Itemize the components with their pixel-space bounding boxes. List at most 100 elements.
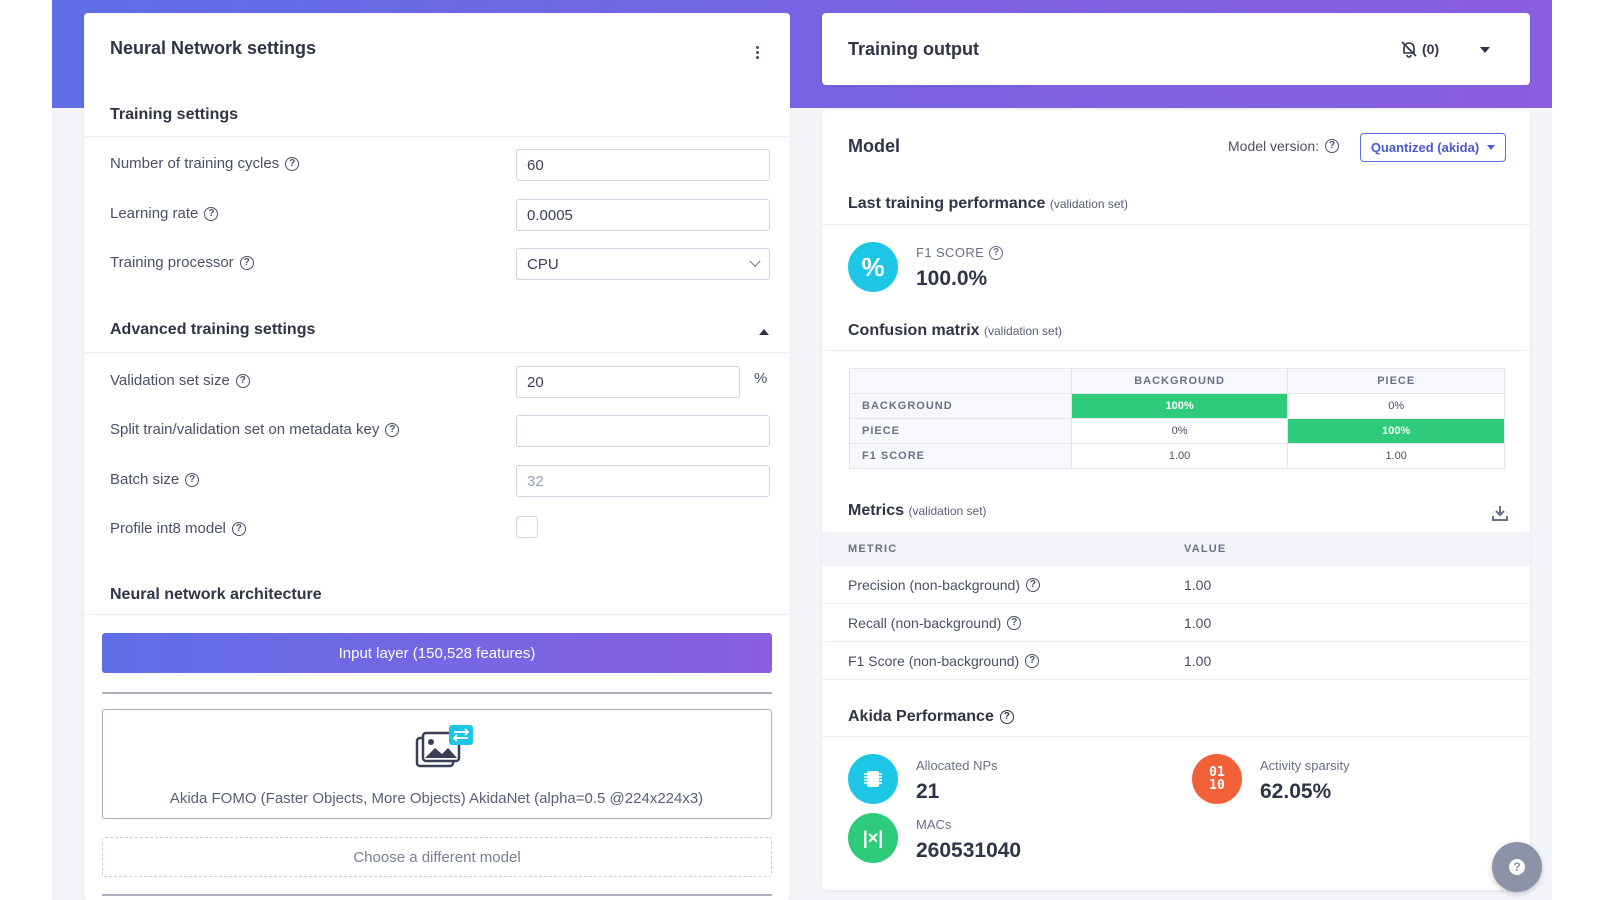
metrics-title-text: Metrics: [848, 502, 905, 519]
percent-icon: %: [848, 242, 898, 292]
training-settings-title: Training settings: [110, 106, 239, 123]
metric-name: F1 Score (non-background) ?: [848, 653, 1040, 669]
matrix-cell: 100%: [1287, 418, 1505, 444]
metric-name-text: Precision (non-background): [848, 577, 1020, 593]
split-metadata-label: Split train/validation set on metadata k…: [110, 421, 400, 438]
help-icon[interactable]: ?: [1025, 654, 1040, 668]
training-cycles-input[interactable]: [516, 149, 770, 181]
column-header: METRIC: [848, 543, 898, 555]
metric-value: 1.00: [1184, 577, 1212, 593]
confusion-matrix-title-text: Confusion matrix: [848, 322, 980, 339]
layer-connector: [102, 692, 772, 694]
help-icon[interactable]: ?: [204, 206, 219, 221]
confusion-matrix-table: BACKGROUND PIECE BACKGROUND 100% 0% PIEC…: [849, 368, 1505, 469]
training-output-card[interactable]: [822, 13, 1530, 85]
akida-performance-title: Akida Performance ?: [848, 708, 1014, 726]
chip-icon: [848, 754, 898, 804]
help-icon[interactable]: ?: [1007, 616, 1022, 630]
training-output-title: Training output: [848, 39, 979, 59]
allocated-nps-label: Allocated NPs: [916, 758, 998, 773]
confusion-matrix-title: Confusion matrix (validation set): [848, 322, 1062, 340]
model-title: Model: [848, 136, 900, 156]
column-header: PIECE: [1287, 368, 1505, 394]
metric-name-text: F1 Score (non-background): [848, 653, 1020, 669]
model-block[interactable]: Akida FOMO (Faster Objects, More Objects…: [102, 709, 772, 819]
help-icon[interactable]: ?: [285, 156, 300, 171]
input-layer-label: Input layer (150,528 features): [338, 644, 536, 662]
binary-icon: 01 10: [1192, 754, 1242, 804]
download-icon[interactable]: [1492, 505, 1508, 521]
divider: [84, 614, 790, 615]
metric-name: Precision (non-background) ?: [848, 577, 1040, 593]
learning-rate-input[interactable]: [516, 199, 770, 231]
divider: [822, 350, 1530, 351]
percent-unit: %: [754, 370, 768, 387]
help-button[interactable]: ?: [1492, 842, 1542, 892]
last-performance-title-text: Last training performance: [848, 195, 1046, 212]
help-icon[interactable]: ?: [989, 245, 1004, 260]
batch-size-input[interactable]: [516, 465, 770, 497]
matrix-cell: 1.00: [1070, 443, 1289, 469]
f1-score-value: 100.0%: [916, 267, 988, 290]
table-row: PIECE 0% 100%: [849, 418, 1505, 444]
card-title: Neural Network settings: [110, 38, 317, 58]
help-icon[interactable]: ?: [231, 521, 246, 536]
help-icon[interactable]: ?: [385, 422, 400, 437]
validation-size-label: Validation set size ?: [110, 372, 250, 389]
validation-set-note: (validation set): [984, 324, 1063, 338]
table-row: Recall (non-background) ? 1.00: [822, 604, 1530, 642]
help-icon[interactable]: ?: [1025, 578, 1040, 592]
split-metadata-label-text: Split train/validation set on metadata k…: [110, 421, 380, 438]
metric-name-text: Recall (non-background): [848, 615, 1002, 631]
activity-sparsity-label: Activity sparsity: [1260, 758, 1350, 773]
help-icon[interactable]: ?: [185, 472, 200, 487]
notification-count: (0): [1422, 41, 1440, 57]
matrix-cell: 0%: [1070, 418, 1289, 444]
profile-int8-label: Profile int8 model ?: [110, 520, 246, 537]
row-header: BACKGROUND: [849, 393, 1072, 419]
divider: [84, 136, 790, 137]
help-icon[interactable]: ?: [235, 373, 250, 388]
row-header: PIECE: [849, 418, 1072, 444]
activity-sparsity-value: 62.05%: [1260, 780, 1332, 803]
validation-size-input[interactable]: [516, 366, 740, 398]
column-header: VALUE: [1184, 543, 1227, 555]
more-options-icon[interactable]: [756, 46, 759, 59]
architecture-title: Neural network architecture: [110, 586, 322, 603]
learning-rate-label-text: Learning rate: [110, 205, 199, 222]
macs-value: 260531040: [916, 839, 1022, 862]
allocated-nps-value: 21: [916, 780, 940, 803]
divider: [84, 352, 790, 353]
metrics-table-header: METRIC VALUE: [822, 532, 1530, 566]
table-row: BACKGROUND 100% 0%: [849, 393, 1505, 419]
help-icon[interactable]: ?: [239, 255, 254, 270]
expand-caret-icon[interactable]: [1480, 47, 1490, 53]
table-row: F1 SCORE 1.00 1.00: [849, 443, 1505, 469]
metric-value: 1.00: [1184, 615, 1212, 631]
divider: [822, 736, 1530, 737]
model-version-select[interactable]: Quantized (akida): [1360, 133, 1506, 162]
multiply-icon: |×|: [848, 813, 898, 863]
metric-name: Recall (non-background) ?: [848, 615, 1022, 631]
collapse-caret-icon[interactable]: [759, 329, 769, 335]
help-icon[interactable]: ?: [999, 710, 1014, 724]
training-processor-label: Training processor ?: [110, 254, 254, 271]
f1-score-caption: F1 SCORE ?: [916, 245, 1004, 260]
column-header: BACKGROUND: [1070, 368, 1289, 394]
image-transfer-icon: [415, 725, 473, 768]
help-icon[interactable]: ?: [1325, 139, 1340, 153]
caret-down-icon: [1487, 145, 1496, 150]
model-card: [822, 110, 1530, 890]
akida-performance-title-text: Akida Performance: [848, 708, 994, 725]
input-layer-block[interactable]: Input layer (150,528 features): [102, 633, 772, 673]
split-metadata-input[interactable]: [516, 415, 770, 447]
last-performance-title: Last training performance (validation se…: [848, 195, 1128, 213]
validation-set-note: (validation set): [1049, 197, 1128, 211]
bell-off-icon[interactable]: [1400, 40, 1418, 58]
choose-different-model-button[interactable]: Choose a different model: [102, 837, 772, 877]
layer-connector: [102, 894, 772, 896]
table-row: BACKGROUND PIECE: [849, 368, 1505, 394]
model-name: Akida FOMO (Faster Objects, More Objects…: [169, 790, 704, 807]
training-processor-select[interactable]: CPU: [516, 248, 770, 280]
profile-int8-checkbox[interactable]: [516, 516, 538, 538]
